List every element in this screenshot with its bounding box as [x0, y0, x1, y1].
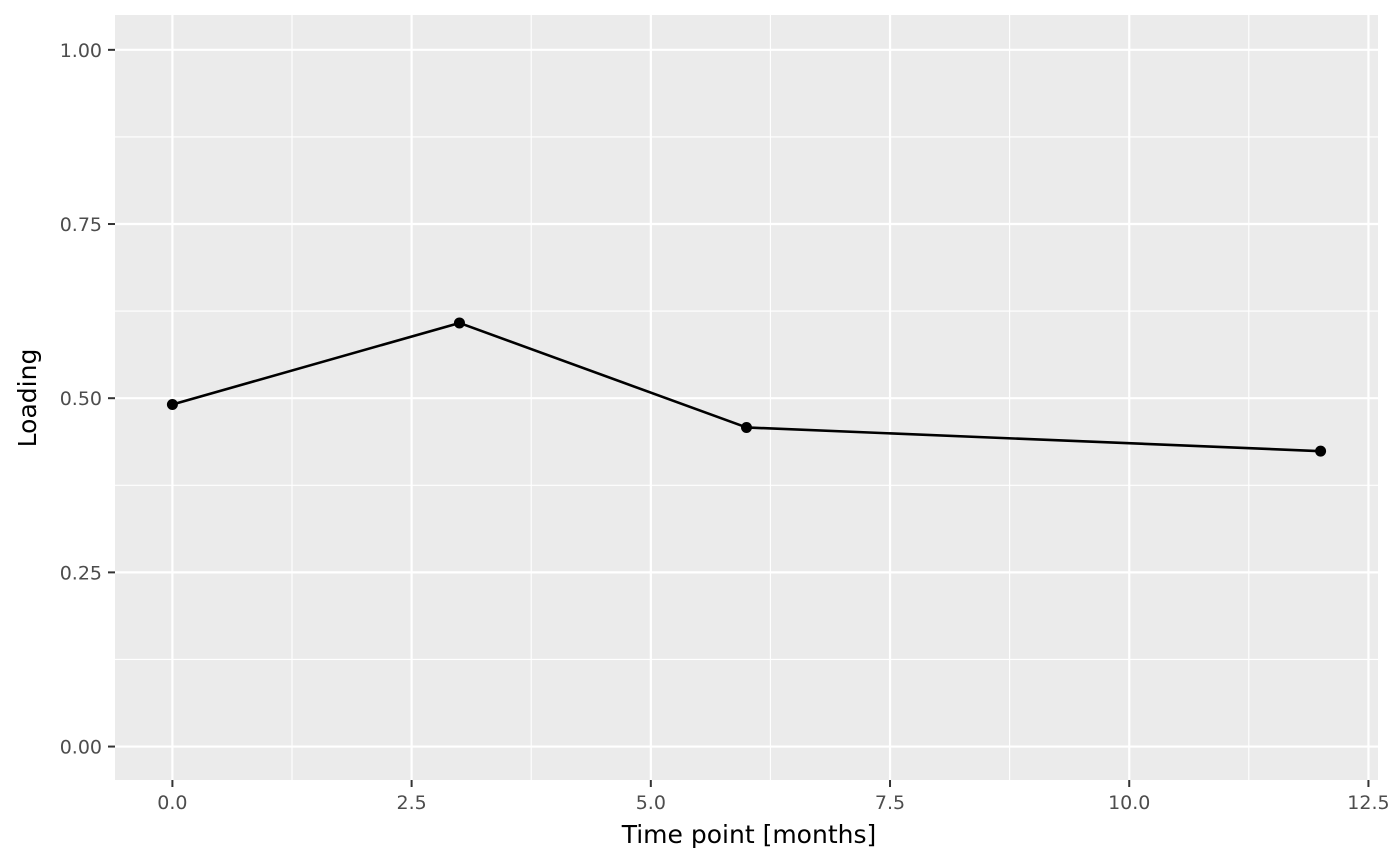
x-tick-label: 12.5	[1347, 792, 1389, 814]
y-tick-label: 0.00	[60, 737, 102, 759]
y-axis-title: Loading	[13, 349, 42, 448]
data-point	[1315, 445, 1327, 457]
data-point	[741, 421, 752, 433]
y-tick-label: 0.50	[60, 388, 102, 410]
series-line	[172, 321, 1321, 453]
y-tick-label: 1.00	[60, 40, 102, 62]
series-layer	[166, 317, 1327, 457]
y-axis: 0.00 0.25 0.50 0.75 1.00	[60, 40, 115, 759]
x-tick-label: 0.0	[157, 792, 187, 814]
y-tick-label: 0.75	[60, 214, 102, 236]
data-point	[166, 398, 178, 410]
x-axis-title: Time point [months]	[621, 820, 877, 849]
x-tick-label: 7.5	[875, 792, 905, 814]
x-axis: 0.0 2.5 5.0 7.5 10.0 12.5	[157, 780, 1390, 814]
data-point	[453, 317, 465, 329]
x-tick-label: 10.0	[1108, 792, 1150, 814]
major-gridlines	[115, 15, 1378, 780]
y-tick-label: 0.25	[60, 562, 102, 584]
x-tick-label: 2.5	[397, 792, 427, 814]
x-tick-label: 5.0	[636, 792, 666, 814]
